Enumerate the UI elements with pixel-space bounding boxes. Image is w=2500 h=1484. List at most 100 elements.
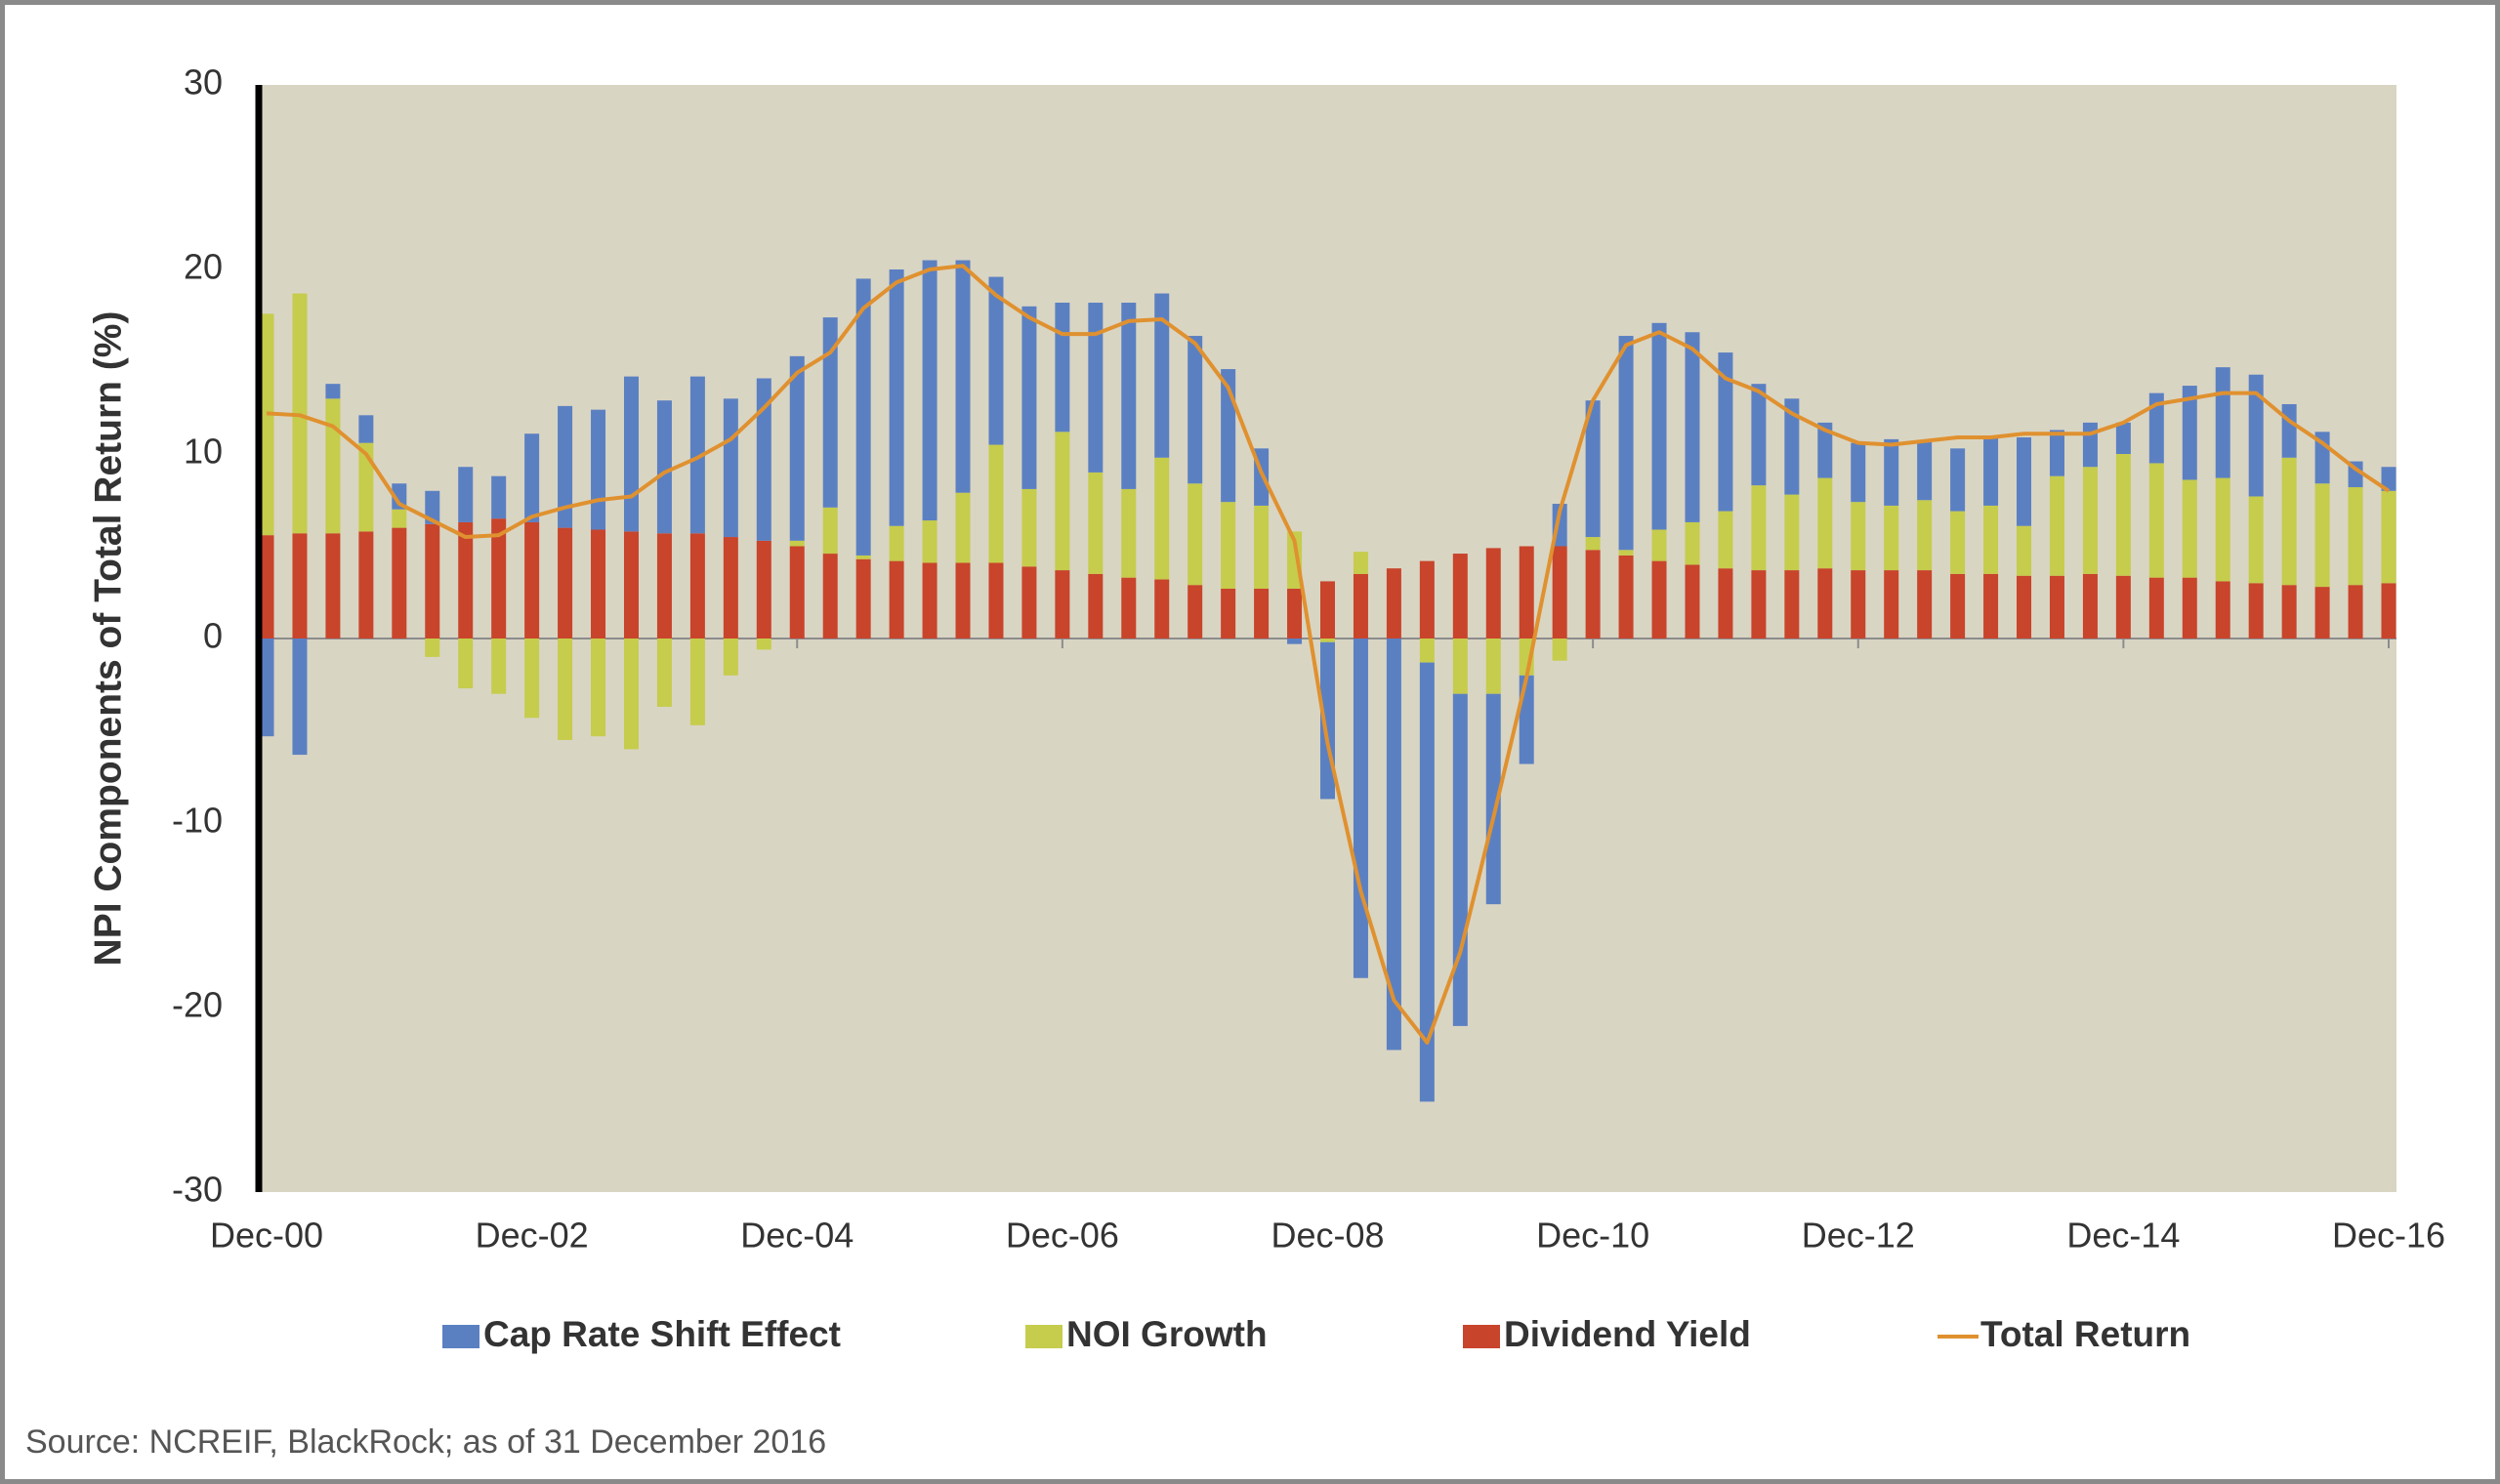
bar-segment (2215, 477, 2230, 582)
bar-segment (2182, 577, 2197, 639)
bar-segment (1751, 384, 1767, 486)
x-tick-label: Dec-14 (2066, 1216, 2180, 1256)
bar-segment (2082, 467, 2098, 574)
bar-segment (1254, 588, 1270, 639)
bar-segment (1419, 662, 1435, 1102)
bar-segment (2148, 392, 2164, 464)
bar-segment (1485, 693, 1501, 905)
bar-segment (491, 518, 507, 639)
bar-segment (723, 398, 738, 538)
bar-segment (922, 260, 938, 521)
bar-segment (458, 639, 474, 689)
bar-segment (922, 562, 938, 639)
legend-item: Total Return (1938, 1314, 2190, 1354)
bar-segment (1651, 322, 1667, 530)
y-tick-label: -10 (172, 801, 223, 841)
bar-segment (1353, 639, 1368, 978)
bar-segment (1452, 554, 1468, 639)
legend-label: NOI Growth (1066, 1314, 1268, 1354)
bar-segment (1718, 511, 1733, 569)
legend-item: Dividend Yield (1463, 1314, 1751, 1354)
bar-segment (1618, 336, 1634, 551)
bar-segment (1021, 566, 1037, 639)
bar-segment (1386, 568, 1401, 639)
bar-segment (1917, 500, 1933, 571)
bar-segment (1585, 400, 1601, 538)
bar-segment (1419, 639, 1435, 663)
bar-segment (889, 525, 904, 561)
line-series (266, 264, 2391, 1045)
bar-segment (1751, 485, 1767, 571)
bar-segment (2348, 487, 2363, 586)
bar-segment (1055, 432, 1070, 571)
bar-segment (1585, 550, 1601, 639)
bar-segment (855, 555, 871, 559)
bar-segment (1884, 570, 1899, 639)
bar-segment (1188, 585, 1203, 639)
bar-segment (591, 529, 606, 639)
bar-segment (2148, 577, 2164, 639)
bar-segment (1917, 570, 1933, 639)
bar-segment (1452, 693, 1468, 1026)
bar-segment (2248, 583, 2264, 639)
bar-segment (524, 433, 540, 522)
bar-segment (1950, 448, 1966, 512)
bar-segment (524, 521, 540, 639)
bar-segment (2381, 583, 2396, 639)
bar-segment (822, 317, 838, 508)
y-tick-label: -30 (172, 1170, 223, 1210)
bar-segment (1519, 675, 1534, 764)
bar-segment (1055, 303, 1070, 433)
bar-segment (2314, 483, 2330, 588)
bar-segment (1154, 457, 1170, 580)
bar-segment (358, 442, 374, 532)
bar-segment (2281, 403, 2297, 458)
bar-segment (822, 507, 838, 555)
bar-segment (558, 639, 573, 740)
bar-segment (822, 554, 838, 639)
bar-segment (358, 415, 374, 443)
bar-segment (789, 540, 805, 547)
bar-segment (1618, 550, 1634, 556)
bar-segment (392, 483, 407, 510)
bar-segment (1983, 505, 1999, 574)
bar-segment (889, 560, 904, 639)
legend-label: Total Return (1980, 1314, 2190, 1354)
bar-segment (623, 376, 639, 532)
bar-segment (1851, 570, 1866, 639)
bar-segment (591, 639, 606, 737)
bar-segment (1784, 570, 1800, 639)
bar-segment (1983, 573, 1999, 639)
bar-segment (1784, 494, 1800, 571)
bar-segment (1651, 560, 1667, 639)
bar-segment (1817, 568, 1833, 639)
legend-item: Cap Rate Shift Effect (442, 1314, 841, 1354)
bar-segment (789, 546, 805, 639)
bar-segment (1121, 303, 1137, 489)
bar-segment (1585, 537, 1601, 551)
bar-segment (259, 313, 274, 536)
bar-segment (789, 355, 805, 541)
bar-segment (1386, 639, 1401, 1051)
bar-segment (2348, 585, 2363, 639)
bar-segment (1055, 570, 1070, 639)
bar-segment (1021, 306, 1037, 489)
bar-segment (392, 509, 407, 528)
bar-segment (1088, 472, 1104, 574)
bar-segment (756, 378, 771, 541)
bar-segment (1950, 511, 1966, 574)
legend-label: Dividend Yield (1504, 1314, 1751, 1354)
bar-segment (689, 533, 705, 639)
bar-segment (1718, 568, 1733, 639)
bar-segment (723, 639, 738, 676)
bar-segment (1552, 639, 1567, 661)
legend-swatch (1463, 1325, 1500, 1348)
bar-segment (2017, 525, 2032, 576)
bar-segment (1287, 588, 1303, 639)
legend-label: Cap Rate Shift Effect (483, 1314, 841, 1354)
bar-segment (1154, 579, 1170, 639)
bar-segment (756, 540, 771, 639)
bar-segment (2281, 457, 2297, 586)
bar-segment (1950, 573, 1966, 639)
